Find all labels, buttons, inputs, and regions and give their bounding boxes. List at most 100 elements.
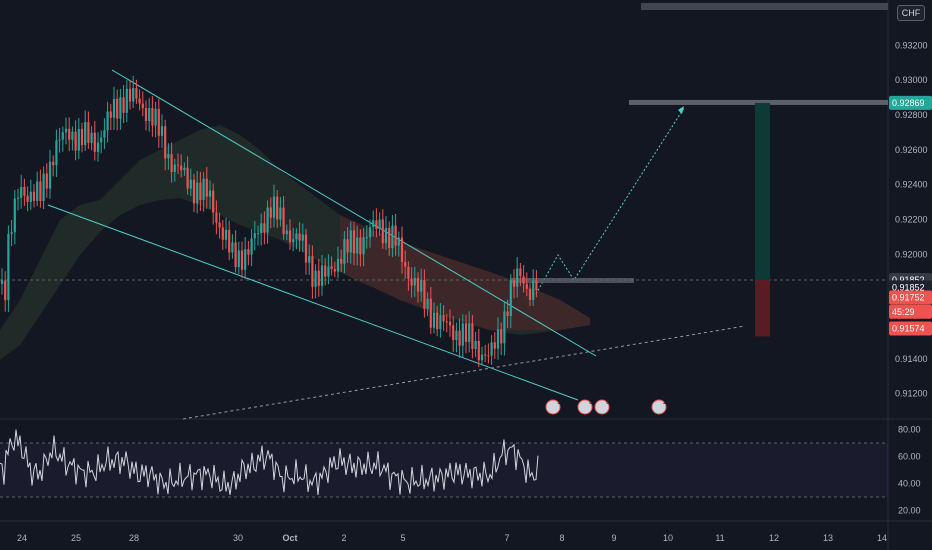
candle-body (317, 270, 320, 286)
candle-body (519, 268, 522, 277)
event-markers[interactable]: 14 3 6 2 2 (545, 399, 673, 415)
candle-body (439, 315, 442, 330)
candle-body (42, 173, 45, 202)
candle-body (468, 323, 471, 342)
candle-body (151, 108, 154, 126)
price-tick-label: 0.92400 (895, 180, 928, 190)
rsi-tick-label: 40.00 (898, 479, 921, 489)
rsi-tick-label: 60.00 (898, 451, 921, 461)
candle-body (84, 122, 87, 146)
candle-body (4, 280, 7, 301)
candle-body (64, 128, 68, 133)
projection-arrow-icon (678, 106, 684, 114)
candle-body (477, 341, 480, 361)
candle-body (253, 233, 256, 239)
candle-body (256, 233, 260, 235)
time-tick-label: 13 (823, 533, 833, 543)
candle-body (170, 153, 173, 173)
time-tick-label: 24 (17, 533, 27, 543)
candle-body (324, 265, 327, 277)
candle-body (244, 249, 247, 270)
candle-body (474, 341, 477, 350)
candle-body (186, 167, 189, 189)
candle-body (285, 230, 288, 235)
candle-body (128, 88, 132, 102)
time-tick-label: 14 (877, 533, 887, 543)
candle-body (58, 139, 61, 141)
candle-body (205, 178, 208, 197)
price-tag-label: 0.91574 (892, 323, 925, 333)
price-tag-label: 0.91852 (892, 275, 925, 285)
candle-body (7, 233, 10, 301)
candle-body (516, 268, 519, 287)
candle-body (176, 164, 180, 166)
candle-body (212, 190, 215, 213)
candle-body (496, 329, 500, 349)
candle-body (429, 298, 432, 328)
candle-body (208, 190, 212, 197)
candle-body (122, 97, 125, 113)
candle-body (381, 219, 384, 244)
candle-body (464, 323, 468, 342)
candle-body (327, 266, 330, 277)
price-tick-label: 0.92200 (895, 214, 928, 224)
event-marker[interactable]: 3 (577, 399, 593, 415)
currency-badge[interactable]: CHF (897, 5, 925, 21)
candle-body (106, 111, 109, 131)
event-marker[interactable]: 14 (545, 399, 565, 415)
candle-body (192, 179, 196, 204)
event-marker[interactable]: 6 (594, 399, 610, 415)
rsi-tick-label: 20.00 (898, 506, 921, 516)
candle-body (365, 237, 368, 239)
price-axis[interactable]: 0.93200 0.93000 0.92800 0.92600 0.92400 0.922… (895, 40, 928, 515)
candle-body (263, 223, 266, 233)
candle-body (362, 237, 365, 255)
candle-body (103, 130, 106, 138)
candle-body (180, 165, 183, 171)
rsi-panel (0, 429, 888, 498)
price-tick-label: 0.92600 (895, 145, 928, 155)
candle-body (93, 132, 96, 152)
candle-body (199, 182, 202, 200)
candle-body (525, 283, 528, 289)
candle-body (304, 234, 308, 263)
candle-body (506, 311, 509, 316)
candle-body (455, 330, 458, 341)
candle-body (282, 207, 285, 235)
candle-body (173, 164, 176, 173)
price-tag-label: 0.92869 (892, 98, 925, 108)
candle-body (378, 219, 381, 230)
candle-body (100, 137, 103, 143)
candle-body (522, 276, 525, 284)
candle-body (276, 196, 279, 220)
candle-body (333, 269, 336, 272)
candle-body (490, 342, 493, 356)
candle-body (87, 122, 90, 143)
candle-body (138, 98, 141, 104)
time-tick-label: 25 (71, 533, 81, 543)
price-tag-label: 0.91752 (892, 292, 925, 302)
candle-body (372, 220, 375, 228)
candle-body (237, 250, 240, 268)
candle-body (141, 103, 144, 109)
event-count: 14 (557, 399, 565, 406)
candle-body (301, 234, 304, 241)
price-tick-label: 0.93200 (895, 40, 928, 50)
candle-body (160, 126, 164, 136)
price-tick-label: 0.91200 (895, 389, 928, 399)
candle-body (356, 237, 359, 254)
candle-body (493, 342, 496, 349)
candle-body (314, 270, 317, 287)
projection-path (535, 107, 685, 295)
candle-body (343, 239, 346, 264)
position-tool[interactable] (755, 102, 770, 337)
candle-body (135, 87, 138, 99)
time-axis[interactable]: 24 25 28 30 Oct 2 5 7 8 9 10 11 12 13 14 (17, 533, 887, 543)
candle-body (202, 178, 205, 200)
candle-body (228, 229, 231, 253)
flag-icon (594, 399, 610, 415)
stop-zone (755, 280, 770, 337)
drawings (47, 3, 888, 420)
